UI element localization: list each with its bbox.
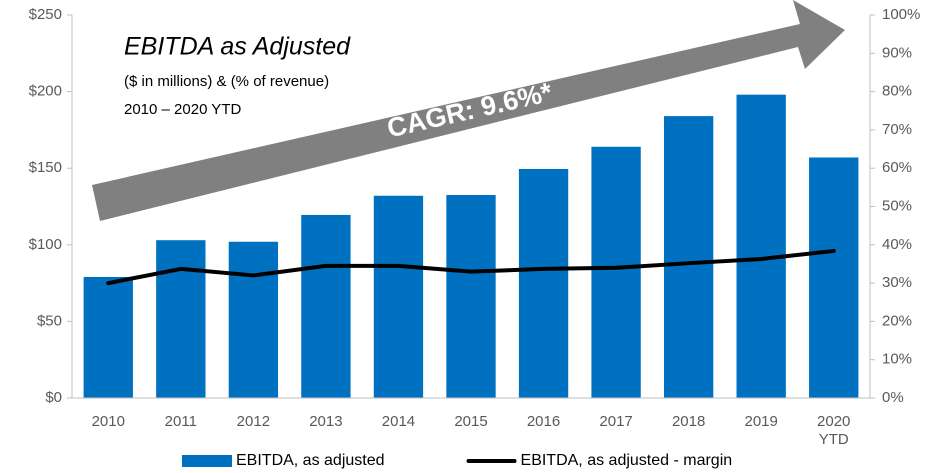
y2-tick-label: 20% (882, 312, 912, 329)
x-tick-label: 2017 (599, 413, 633, 430)
bar (663, 116, 714, 398)
x-tick-label: 2014 (381, 413, 416, 430)
x-tick-label: 2012 (236, 413, 271, 430)
line (106, 248, 836, 286)
y2-tick-label: 90% (882, 44, 912, 61)
bars (83, 94, 859, 398)
y2-tick-label: 0% (882, 389, 904, 406)
bar (228, 241, 279, 398)
x-tick-label: 2013 (309, 413, 343, 430)
bar (518, 168, 569, 398)
bar (156, 240, 206, 398)
y2-tick-label: 30% (882, 274, 912, 291)
subtitle: ($ in millions) & (% of revenue) (124, 73, 329, 90)
legend-label: EBITDA, as adjusted (236, 452, 385, 469)
x-tick-label: 2018 (671, 413, 706, 430)
bar (736, 94, 786, 398)
y-tick-label: $0 (45, 389, 62, 406)
y-tick-label: $200 (29, 83, 62, 100)
x-tick-label: 2020 YTD (817, 413, 851, 448)
x-tick-label: 2016 (526, 413, 561, 430)
x-tick-label: 2015 (454, 413, 488, 430)
x-tick-label: 2010 (91, 413, 125, 430)
cagr-arrow (92, 0, 845, 221)
y-tick-label: $150 (29, 159, 62, 176)
bar (446, 195, 496, 398)
bar (591, 146, 641, 398)
subtitle: 2010 – 2020 YTD (124, 101, 241, 118)
y2-tick-label: 70% (882, 121, 912, 138)
y2-tick-label: 80% (882, 83, 912, 100)
y-tick-label: $100 (29, 236, 62, 253)
bar (373, 195, 424, 398)
y2-tick-label: 60% (882, 159, 912, 176)
legend-label: EBITDA, as adjusted - margin (521, 452, 733, 469)
legend-swatch (182, 455, 232, 467)
y2-tick-label: 40% (882, 236, 912, 253)
bar (83, 276, 133, 398)
y2-tick-label: 10% (882, 351, 912, 368)
x-tick-label: 2019 (744, 413, 778, 430)
y-tick-label: $250 (29, 6, 62, 23)
y-tick-label: $50 (37, 312, 62, 329)
annotation: CAGR: 9.6%* (384, 77, 555, 144)
chart-title: EBITDA as Adjusted (124, 33, 351, 61)
x-tick-label: 2011 (164, 413, 197, 430)
bar (809, 157, 859, 398)
y2-tick-label: 50% (882, 197, 912, 214)
bar (301, 214, 351, 398)
y2-tick-label: 100% (882, 6, 920, 23)
